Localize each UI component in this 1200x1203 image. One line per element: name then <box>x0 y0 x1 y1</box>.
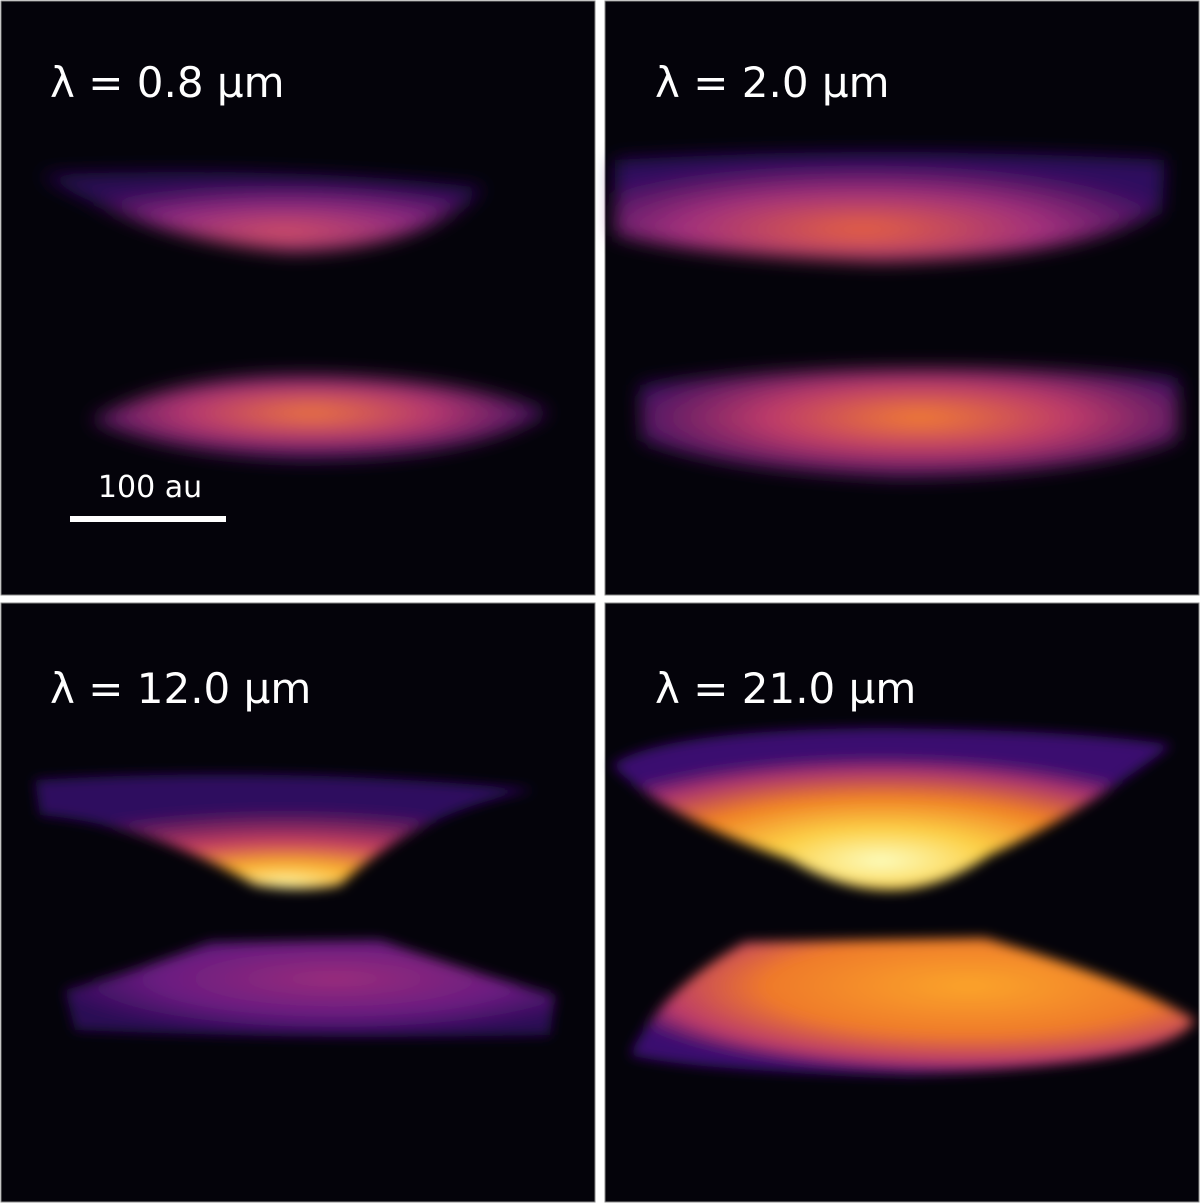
panel: λ = 0.8 μm 100 au <box>0 0 596 596</box>
panel: λ = 2.0 μm <box>604 0 1200 596</box>
panel-label: λ = 2.0 μm <box>655 58 890 107</box>
panel-label: λ = 0.8 μm <box>50 58 285 107</box>
panel-label: λ = 21.0 μm <box>655 664 916 713</box>
scale-bar <box>70 516 226 522</box>
panel-label: λ = 12.0 μm <box>50 664 311 713</box>
panel: λ = 21.0 μm <box>604 602 1200 1203</box>
panel: λ = 12.0 μm <box>0 602 596 1203</box>
scale-bar-label: 100 au <box>98 470 202 505</box>
